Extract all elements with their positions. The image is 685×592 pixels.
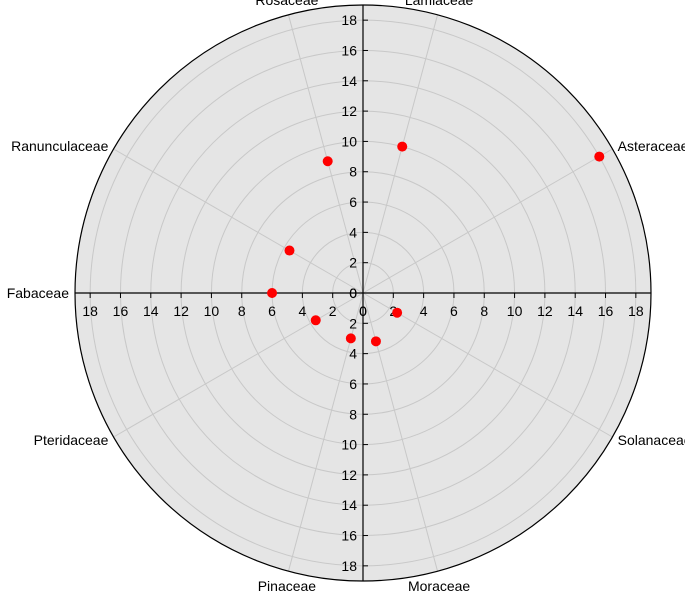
tick-label: 0 bbox=[359, 303, 367, 319]
tick-label: 6 bbox=[349, 194, 357, 210]
tick-label: 0 bbox=[349, 285, 357, 301]
data-point bbox=[310, 315, 321, 326]
category-label: Ranunculaceae bbox=[11, 138, 109, 154]
tick-label: 12 bbox=[341, 103, 357, 119]
tick-label: 8 bbox=[349, 406, 357, 422]
category-label: Moraceae bbox=[408, 578, 470, 592]
tick-label: 0 bbox=[359, 303, 367, 319]
data-point bbox=[322, 156, 333, 167]
category-label: Lamiaceae bbox=[405, 0, 474, 8]
tick-label: 12 bbox=[537, 303, 553, 319]
tick-label: 10 bbox=[341, 133, 357, 149]
tick-label: 0 bbox=[349, 285, 357, 301]
tick-label: 16 bbox=[341, 528, 357, 544]
data-point bbox=[284, 245, 295, 256]
data-point bbox=[392, 307, 403, 318]
tick-label: 2 bbox=[349, 255, 357, 271]
tick-label: 2 bbox=[349, 315, 357, 331]
data-points bbox=[267, 141, 605, 347]
grid-spoke bbox=[113, 148, 364, 294]
data-point bbox=[345, 333, 356, 344]
tick-label: 4 bbox=[298, 303, 306, 319]
tick-label: 8 bbox=[238, 303, 246, 319]
tick-label: 14 bbox=[143, 303, 159, 319]
tick-label: 10 bbox=[341, 437, 357, 453]
category-label: Pinaceae bbox=[258, 578, 317, 592]
tick-label: 4 bbox=[420, 303, 428, 319]
data-point bbox=[370, 336, 381, 347]
tick-label: 6 bbox=[450, 303, 458, 319]
tick-label: 18 bbox=[82, 303, 98, 319]
tick-label: 2 bbox=[329, 303, 337, 319]
grid-spoke bbox=[287, 14, 364, 294]
tick-label: 12 bbox=[341, 467, 357, 483]
tick-label: 14 bbox=[567, 303, 583, 319]
tick-label: 8 bbox=[349, 164, 357, 180]
category-label: Rosaceae bbox=[255, 0, 318, 8]
grid-spoke bbox=[362, 14, 439, 294]
tick-label: 16 bbox=[598, 303, 614, 319]
data-point bbox=[267, 288, 278, 298]
grid-spoke bbox=[362, 148, 613, 294]
category-labels: Asteraceae Lamiaceae Rosaceae Ranunculaceae… bbox=[7, 0, 685, 592]
tick-label: 16 bbox=[113, 303, 129, 319]
tick-labels: 0000222244446666888810101010121212121414… bbox=[82, 12, 643, 574]
tick-label: 14 bbox=[341, 73, 357, 89]
data-point bbox=[594, 151, 605, 162]
tick-label: 6 bbox=[349, 376, 357, 392]
category-label: Pteridaceae bbox=[34, 432, 109, 448]
tick-label: 10 bbox=[507, 303, 523, 319]
grid-spoke bbox=[113, 292, 364, 438]
category-label: Asteraceae bbox=[618, 138, 685, 154]
category-label: Solanaceae bbox=[618, 432, 685, 448]
tick-label: 8 bbox=[480, 303, 488, 319]
tick-label: 18 bbox=[341, 558, 357, 574]
axes bbox=[74, 4, 652, 582]
tick-label: 4 bbox=[349, 224, 357, 240]
tick-label: 12 bbox=[173, 303, 189, 319]
grid-spoke bbox=[362, 292, 613, 438]
category-label: Fabaceae bbox=[7, 285, 69, 301]
tick-label: 18 bbox=[341, 12, 357, 28]
tick-label: 16 bbox=[341, 42, 357, 58]
tick-label: 14 bbox=[341, 497, 357, 513]
data-point bbox=[397, 141, 408, 152]
tick-label: 10 bbox=[204, 303, 220, 319]
tick-label: 4 bbox=[349, 346, 357, 362]
tick-label: 6 bbox=[268, 303, 276, 319]
tick-label: 18 bbox=[628, 303, 644, 319]
